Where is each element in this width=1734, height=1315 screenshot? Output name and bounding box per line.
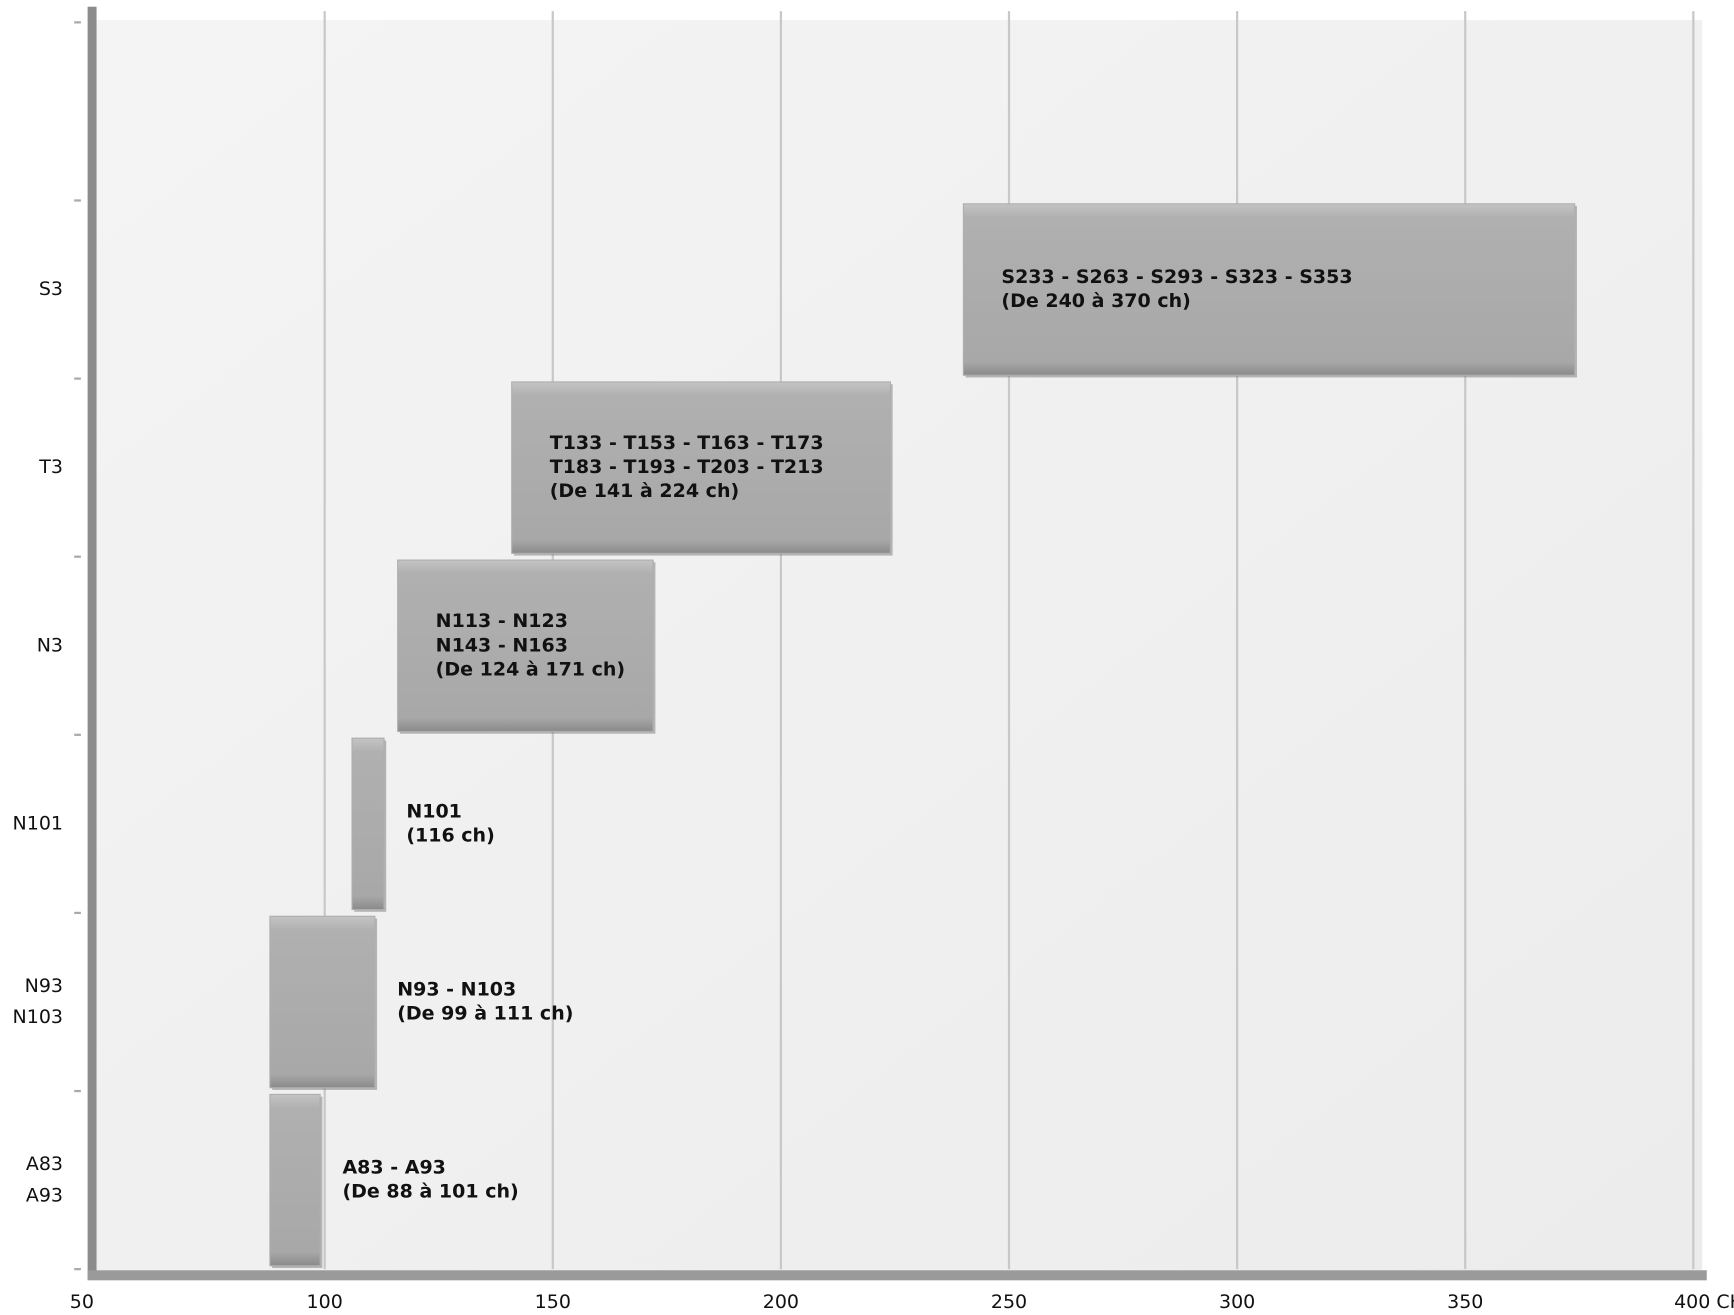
bar-label: T133 - T153 - T163 - T173 bbox=[550, 432, 824, 454]
y-tick-label: N93 bbox=[25, 975, 63, 997]
bar-label: (De 124 à 171 ch) bbox=[436, 658, 625, 680]
y-tick-label: A93 bbox=[26, 1184, 63, 1206]
bar-label: S233 - S263 - S293 - S323 - S353 bbox=[1001, 266, 1352, 288]
x-tick-label: 350 bbox=[1447, 1291, 1483, 1313]
x-tick-label: 250 bbox=[991, 1291, 1027, 1313]
y-tick-label: S3 bbox=[39, 278, 63, 300]
bar bbox=[269, 1093, 321, 1267]
bar-label: (De 88 à 101 ch) bbox=[342, 1181, 518, 1203]
x-tick-label: 50 bbox=[70, 1291, 94, 1313]
y-tick-label: A83 bbox=[26, 1153, 63, 1175]
bar bbox=[269, 915, 376, 1089]
bar bbox=[962, 203, 1576, 376]
y-tick-label: N3 bbox=[37, 634, 63, 656]
bar-label: (De 141 à 224 ch) bbox=[550, 480, 739, 502]
y-tick-label: N101 bbox=[13, 812, 63, 834]
bar-label: (De 240 à 370 ch) bbox=[1001, 290, 1190, 312]
x-axis bbox=[87, 1270, 1707, 1281]
bar-label: N113 - N123 bbox=[436, 610, 568, 632]
bar bbox=[351, 737, 385, 911]
x-tick-label: 400 CH bbox=[1674, 1291, 1734, 1313]
bar-label: N101 bbox=[406, 800, 462, 822]
x-tick-label: 100 bbox=[307, 1291, 343, 1313]
y-tick-label: N103 bbox=[13, 1006, 63, 1028]
bar bbox=[511, 381, 891, 554]
bar-label: A83 - A93 bbox=[342, 1157, 445, 1179]
x-tick-label: 200 bbox=[763, 1291, 799, 1313]
bar-label: (116 ch) bbox=[406, 824, 494, 846]
bar-label: (De 99 à 111 ch) bbox=[397, 1003, 573, 1025]
bar-label: N143 - N163 bbox=[436, 634, 568, 656]
bar bbox=[397, 559, 654, 733]
y-tick-label: T3 bbox=[38, 456, 63, 478]
x-tick-label: 300 bbox=[1219, 1291, 1255, 1313]
y-axis bbox=[87, 6, 97, 1280]
x-tick-label: 150 bbox=[535, 1291, 571, 1313]
bar-label: N93 - N103 bbox=[397, 978, 516, 1000]
bar-label: T183 - T193 - T203 - T213 bbox=[550, 456, 824, 478]
